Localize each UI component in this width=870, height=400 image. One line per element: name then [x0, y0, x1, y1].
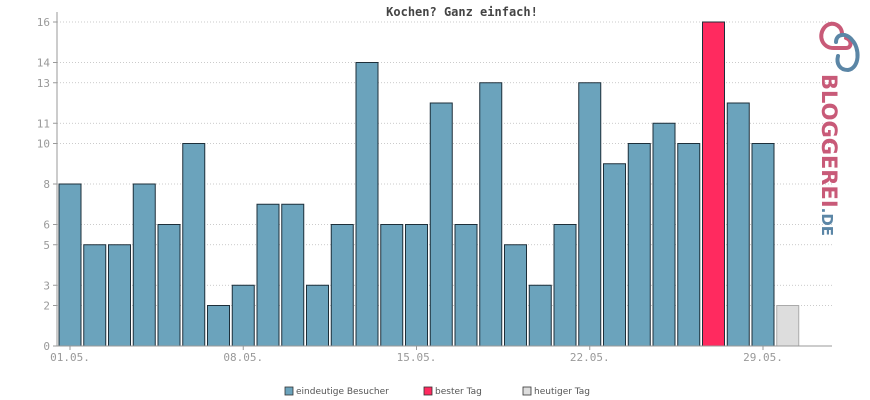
- bar: [281, 203, 305, 347]
- bar: [132, 183, 156, 347]
- y-axis: 0 2 3 5 6 8 10 11 13 14 16: [37, 12, 58, 353]
- bar: [182, 143, 206, 347]
- bar: [83, 244, 107, 347]
- bar: [677, 143, 701, 347]
- y-tick-label: 0: [43, 340, 50, 353]
- bar: [405, 224, 428, 347]
- bar: [355, 62, 379, 347]
- bloggerei-logo: BLOGGEREI.DE: [817, 21, 860, 236]
- x-tick-label: 29.05.: [743, 351, 783, 364]
- y-tick-label: 8: [43, 178, 50, 191]
- bar: [330, 224, 354, 347]
- bar: [726, 102, 750, 347]
- legend-label-best-day: bester Tag: [435, 387, 482, 397]
- logo-tld: .DE: [818, 208, 836, 236]
- bar: [603, 163, 626, 347]
- bar: [108, 244, 131, 347]
- y-tick-label: 16: [37, 16, 50, 29]
- legend-swatch-best-day: [423, 386, 433, 396]
- legend-label-today: heutiger Tag: [534, 387, 590, 397]
- bar: [380, 224, 404, 347]
- bar: [553, 224, 577, 347]
- bar: [652, 122, 676, 347]
- bar-today: [776, 305, 800, 347]
- bar-best-day: [702, 21, 725, 347]
- bar: [157, 224, 181, 347]
- legend-swatch-today: [522, 386, 532, 396]
- chart-title: Kochen? Ganz einfach!: [386, 5, 538, 19]
- y-tick-label: 3: [43, 279, 50, 292]
- bar: [479, 82, 503, 347]
- bar: [578, 82, 602, 347]
- bar: [504, 244, 527, 347]
- y-tick-label: 11: [37, 117, 50, 130]
- logo-text: BLOGGEREI.DE: [817, 74, 841, 236]
- bar: [58, 183, 82, 347]
- bars: [58, 21, 800, 347]
- y-tick-label: 6: [43, 219, 50, 232]
- x-axis: 01.05. 08.05. 15.05. 22.05. 29.05.: [50, 345, 832, 364]
- logo-icon: [819, 21, 860, 73]
- y-tick-label: 5: [43, 239, 50, 252]
- logo-name: BLOGGEREI: [817, 74, 841, 208]
- y-tick-label: 10: [37, 138, 50, 151]
- legend-label-visitors: eindeutige Besucher: [296, 387, 389, 397]
- x-tick-label: 22.05.: [570, 351, 610, 364]
- x-tick-label: 01.05.: [50, 351, 90, 364]
- y-tick-label: 2: [43, 300, 50, 313]
- bar: [231, 284, 255, 347]
- x-tick-label: 08.05.: [223, 351, 263, 364]
- bar: [528, 284, 552, 347]
- bar: [627, 143, 651, 347]
- bar: [429, 102, 453, 347]
- bar: [256, 203, 280, 347]
- y-tick-label: 14: [37, 57, 51, 70]
- bar: [454, 224, 478, 347]
- bar: [207, 305, 230, 347]
- legend: eindeutige Besucher bester Tag heutiger …: [284, 386, 590, 397]
- bar: [751, 143, 775, 347]
- y-tick-label: 13: [37, 77, 50, 90]
- bar: [306, 284, 329, 347]
- x-tick-label: 15.05.: [397, 351, 437, 364]
- legend-swatch-visitors: [284, 386, 294, 396]
